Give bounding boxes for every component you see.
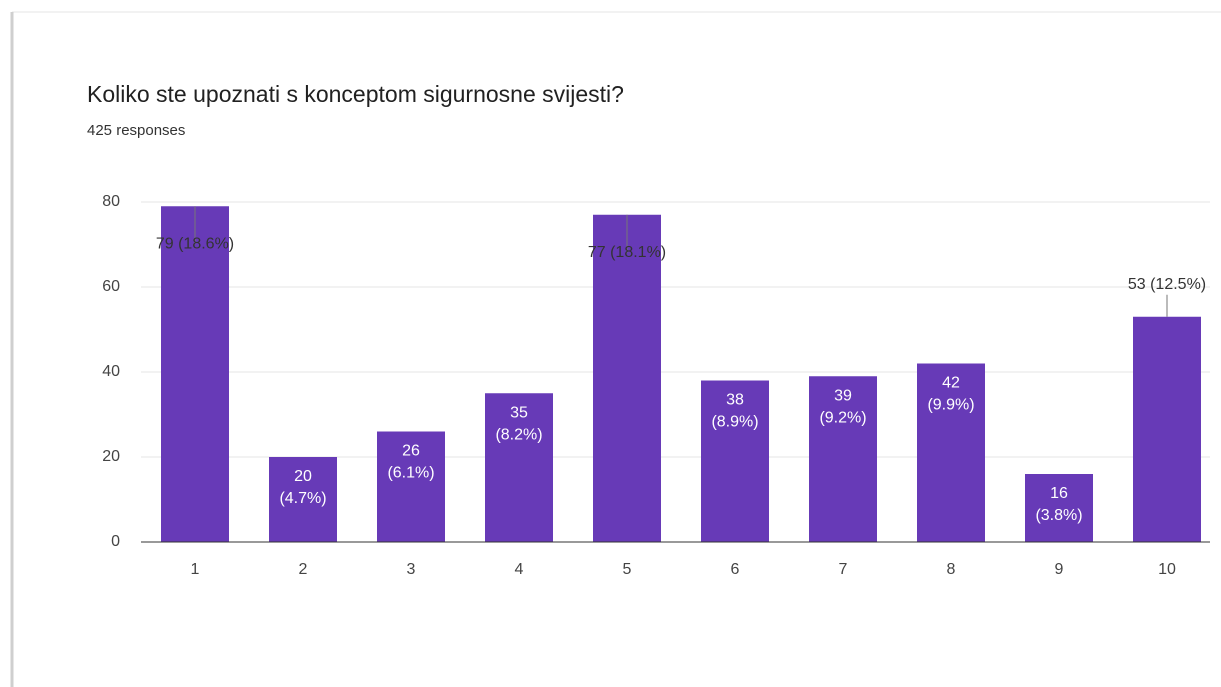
bar — [917, 363, 985, 542]
bar — [593, 214, 661, 542]
data-label: 42 (9.9%) — [927, 375, 974, 414]
y-tick-label: 40 — [102, 363, 120, 380]
x-tick-label: 5 — [623, 561, 632, 578]
data-label: 79 (18.6%) — [156, 235, 234, 252]
data-label: 35 (8.2%) — [495, 404, 542, 443]
chart-subtitle: 425 responses — [87, 122, 185, 139]
data-label: 26 (6.1%) — [387, 443, 434, 482]
y-tick-label: 20 — [102, 448, 120, 465]
x-tick-label: 9 — [1055, 561, 1064, 578]
data-label: 39 (9.2%) — [819, 387, 866, 426]
bar — [1025, 474, 1093, 542]
data-label: 20 (4.7%) — [279, 468, 326, 507]
y-tick-label: 60 — [102, 278, 120, 295]
x-tick-label: 1 — [191, 561, 200, 578]
x-tick-label: 7 — [839, 561, 848, 578]
bar — [809, 376, 877, 542]
bar — [485, 393, 553, 542]
bar — [1133, 316, 1201, 542]
x-tick-label: 10 — [1158, 561, 1176, 578]
bar — [377, 431, 445, 542]
bar — [269, 457, 337, 542]
bar — [701, 380, 769, 542]
bar — [161, 206, 229, 542]
y-tick-label: 0 — [111, 533, 120, 550]
x-tick-label: 6 — [731, 561, 740, 578]
x-tick-label: 3 — [407, 561, 416, 578]
data-label: 77 (18.1%) — [588, 244, 666, 261]
x-tick-label: 4 — [515, 561, 524, 578]
x-tick-label: 8 — [947, 561, 956, 578]
data-label: 16 (3.8%) — [1035, 485, 1082, 524]
x-tick-label: 2 — [299, 561, 308, 578]
data-label: 38 (8.9%) — [711, 392, 758, 431]
y-tick-label: 80 — [102, 193, 120, 210]
chart-title: Koliko ste upoznati s konceptom sigurnos… — [87, 81, 624, 107]
data-label: 53 (12.5%) — [1128, 276, 1206, 293]
